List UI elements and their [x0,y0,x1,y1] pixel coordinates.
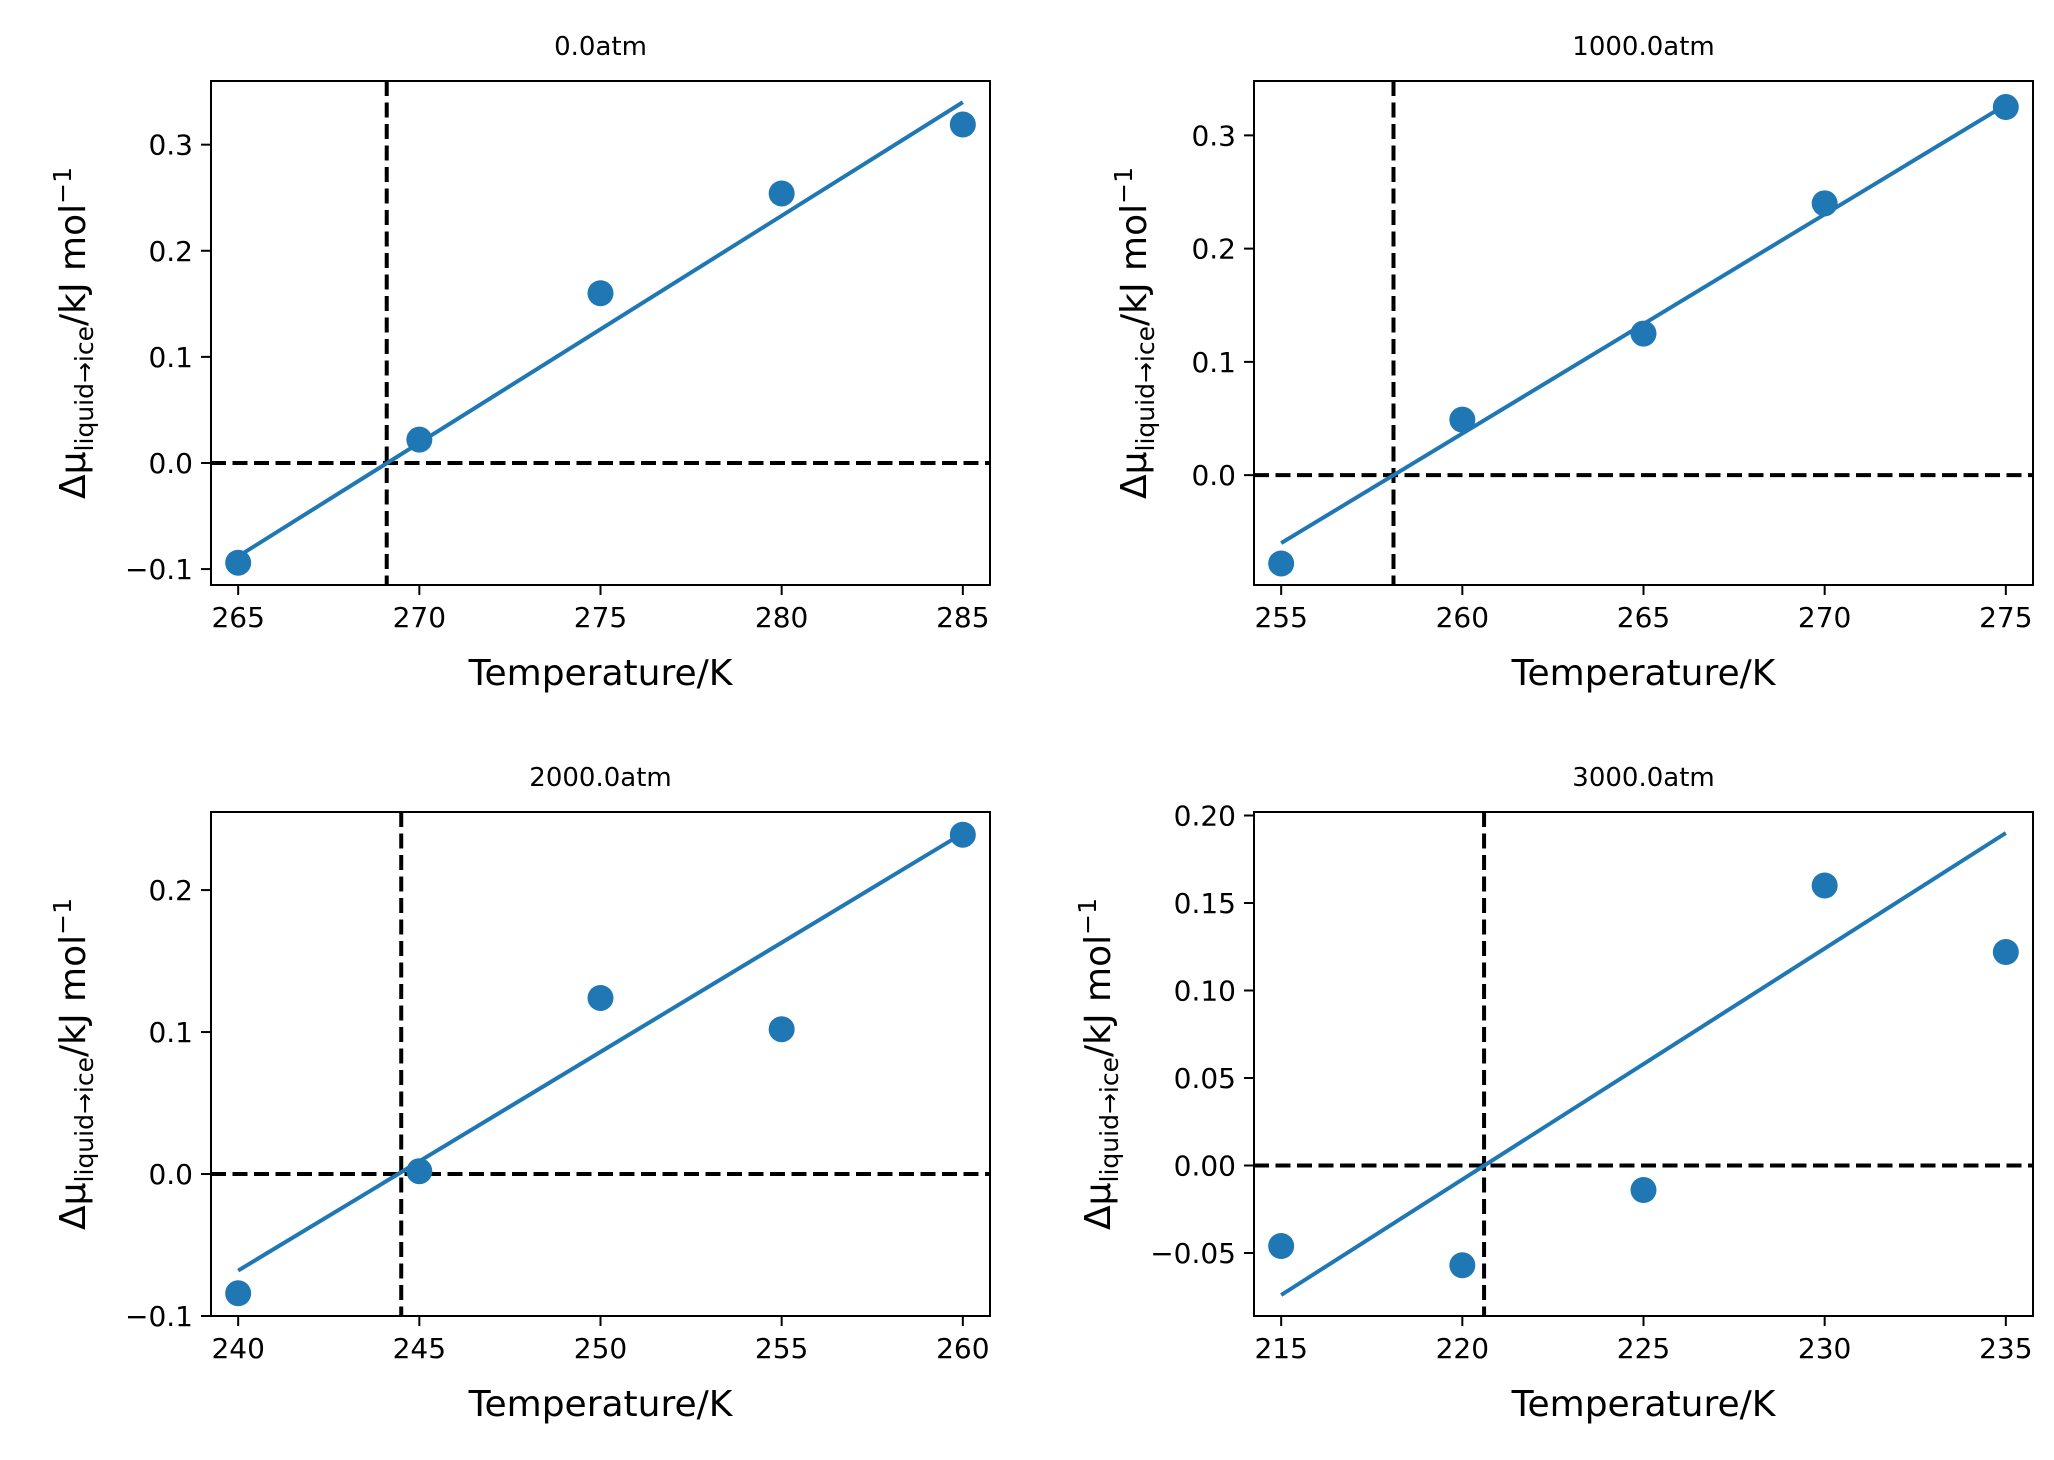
data-point [587,280,614,307]
x-tick-label: 260 [1436,601,1489,634]
y-tick-label: 0.15 [1174,887,1236,920]
x-axis-label: Temperature/K [468,653,734,694]
y-tick-label: 0.3 [148,129,193,162]
data-point [1630,320,1657,347]
x-tick-label: 250 [574,1332,627,1365]
x-axis-label: Temperature/K [1511,653,1777,694]
data-point [406,1158,433,1185]
data-point [1992,94,2019,121]
y-tick-label: 0.05 [1174,1062,1236,1095]
y-tick-label: 0.1 [1191,346,1236,379]
x-tick-label: 255 [1254,601,1307,634]
data-point [768,1016,795,1043]
x-tick-label: 275 [1979,601,2032,634]
x-tick-label: 245 [393,1332,446,1365]
fit-line [237,831,964,1273]
y-tick-label: 0.0 [148,1158,193,1191]
data-point [587,984,614,1011]
y-tick-label: 0.2 [148,235,193,268]
x-tick-label: 235 [1979,1332,2032,1365]
data-point [1811,872,1838,899]
y-axis-label: Δμliquid→ice/kJ mol−1 [48,898,99,1230]
chart-panel-3: 240 245 250 255 260 −0.1 0.0 0.1 0.2 2000.0atm Tem… [48,763,991,1425]
data-point [949,111,976,138]
fit-line [237,100,964,559]
fit-line [1280,831,2007,1297]
x-tick-label: 275 [574,601,627,634]
x-tick-label: 265 [211,601,264,634]
y-tick-label: 0.1 [148,1016,193,1049]
x-tick-label: 220 [1436,1332,1489,1365]
y-tick-label: 0.10 [1174,975,1236,1008]
y-tick-label: 0.2 [1191,233,1236,266]
x-tick-label: 240 [211,1332,264,1365]
data-point [1268,1233,1295,1259]
y-tick-label: −0.05 [1150,1237,1236,1270]
y-tick-label: −0.1 [125,553,193,586]
data-point [949,821,976,848]
y-axis-label: Δμliquid→ice/kJ mol−1 [48,167,99,499]
data-point [1630,1177,1657,1203]
data-point [1811,190,1838,217]
data-point [406,426,433,453]
y-axis-label: Δμliquid→ice/kJ mol−1 [1109,167,1160,499]
data-point [1268,550,1295,577]
x-tick-label: 285 [936,601,989,634]
y-tick-label: 0.00 [1174,1150,1236,1183]
chart-panel-2: 255 260 265 270 275 0.0 0.1 0.2 0.3 1000.0atm Temp… [1109,32,2034,694]
x-axis-label: Temperature/K [468,1384,734,1425]
y-tick-label: −0.1 [125,1300,193,1333]
x-tick-label: 230 [1798,1332,1851,1365]
y-tick-label: 0.1 [148,341,193,374]
x-tick-label: 255 [755,1332,808,1365]
data-point [1992,939,2019,965]
x-tick-label: 225 [1617,1332,1670,1365]
data-point [1449,1252,1476,1279]
chart-title: 0.0atm [554,32,647,62]
x-axis-label: Temperature/K [1511,1384,1777,1425]
x-tick-label: 265 [1617,601,1670,634]
y-tick-label: 0.2 [148,874,193,907]
data-point [768,180,795,207]
chart-title: 3000.0atm [1572,763,1714,793]
data-point [225,1280,252,1307]
x-tick-label: 260 [936,1332,989,1365]
y-tick-label: 0.0 [1191,459,1236,492]
x-tick-label: 270 [1798,601,1851,634]
data-point [225,549,252,576]
x-tick-label: 270 [393,601,446,634]
y-axis-label: Δμliquid→ice/kJ mol−1 [1073,898,1124,1230]
chart-panel-1: 265 270 275 280 285 −0.1 0.0 0.1 0.2 0.3 0.0atm Tem… [48,32,991,694]
x-tick-label: 215 [1254,1332,1307,1365]
y-tick-label: 0.3 [1191,119,1236,152]
data-point [1449,406,1476,433]
x-tick-label: 280 [755,601,808,634]
chart-panel-4: 215 220 225 230 235 −0.05 0.00 0.05 0.10 0.15 0.20… [1073,763,2034,1425]
chart-title: 1000.0atm [1572,32,1714,62]
y-tick-label: 0.20 [1174,800,1236,833]
chart-title: 2000.0atm [529,763,671,793]
y-tick-label: 0.0 [148,447,193,480]
